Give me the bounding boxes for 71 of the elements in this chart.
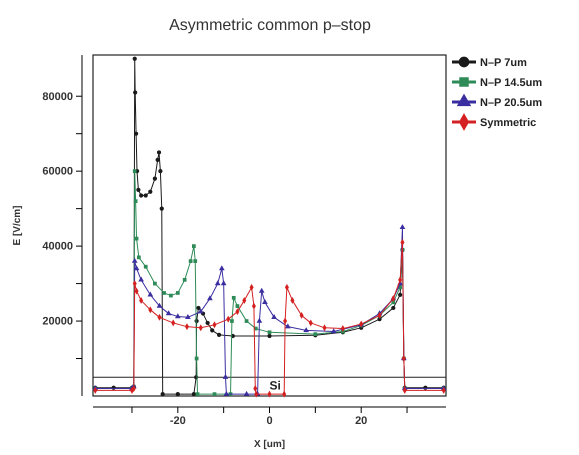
legend-label: N–P 7um xyxy=(480,57,528,69)
point xyxy=(132,258,138,263)
point xyxy=(220,280,226,286)
point xyxy=(174,313,181,318)
point xyxy=(244,390,250,396)
point xyxy=(153,282,157,286)
point xyxy=(136,188,140,192)
point xyxy=(224,390,230,396)
point xyxy=(210,328,214,333)
x-tick-label: 0 xyxy=(266,414,273,427)
point xyxy=(398,292,402,297)
point xyxy=(196,306,201,310)
chart-title: Asymmetric common p–stop xyxy=(169,17,372,34)
y-tick-label: 80000 xyxy=(42,90,73,103)
point xyxy=(156,150,162,155)
y-tick-label: 20000 xyxy=(42,316,73,328)
point xyxy=(162,291,166,295)
legend-label: N–P 14.5um xyxy=(480,77,542,89)
point xyxy=(391,306,396,310)
point xyxy=(169,294,173,298)
point xyxy=(156,302,162,308)
point xyxy=(193,259,198,263)
point xyxy=(236,304,240,308)
point xyxy=(400,224,406,230)
point xyxy=(196,392,200,396)
point xyxy=(256,318,262,323)
x-tick-label: -20 xyxy=(170,414,186,427)
y-tick-label: 40000 xyxy=(42,240,73,253)
point xyxy=(216,332,222,338)
point xyxy=(194,356,198,360)
point xyxy=(214,280,221,286)
point xyxy=(303,327,310,332)
point xyxy=(176,392,180,396)
point xyxy=(134,132,138,136)
point xyxy=(148,190,152,194)
point xyxy=(160,206,164,211)
point xyxy=(188,259,193,263)
point xyxy=(152,176,157,181)
point xyxy=(268,330,272,334)
x-axis-title: X [um] xyxy=(254,439,286,450)
point xyxy=(144,193,148,198)
point xyxy=(185,314,191,319)
point xyxy=(134,236,138,240)
point xyxy=(158,169,162,174)
legend-label: N–P 20.5um xyxy=(480,97,542,109)
point xyxy=(222,374,228,379)
point xyxy=(176,291,180,295)
point xyxy=(330,328,337,334)
point xyxy=(166,310,172,316)
point xyxy=(138,276,144,282)
point xyxy=(230,319,234,323)
point xyxy=(139,193,144,198)
point xyxy=(133,90,138,95)
x-tick-label: 20 xyxy=(355,414,368,427)
point xyxy=(198,308,204,314)
point xyxy=(262,299,268,304)
point xyxy=(244,319,248,323)
point xyxy=(160,392,165,396)
point xyxy=(206,320,210,326)
point xyxy=(156,158,160,162)
point xyxy=(258,288,265,293)
point xyxy=(267,334,272,338)
legend-label: Symmetric xyxy=(480,117,536,129)
point xyxy=(271,314,277,319)
point xyxy=(212,392,216,396)
y-tick-label: 60000 xyxy=(42,166,73,178)
ref-line-label: Si xyxy=(270,378,281,392)
y-axis-title: E [V/cm] xyxy=(12,205,23,246)
point xyxy=(132,56,137,61)
point xyxy=(192,244,196,248)
point xyxy=(147,292,154,296)
